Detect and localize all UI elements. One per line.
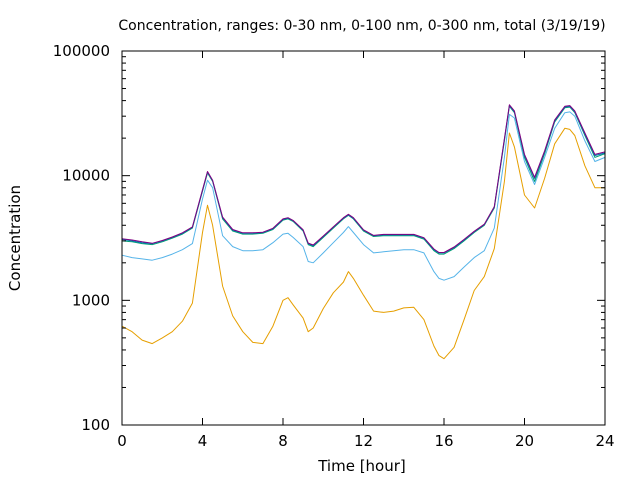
y-tick-label: 100 [81,416,110,434]
x-tick-label: 16 [434,432,453,450]
x-tick-label: 0 [117,432,127,450]
x-tick-label: 20 [515,432,534,450]
series-line-2 [121,111,606,281]
x-tick-label: 8 [278,432,288,450]
plot-frame [121,50,606,426]
y-tick-label: 10000 [62,167,110,185]
x-tick-label: 4 [198,432,208,450]
plot-lines [121,104,606,360]
axis-ticks: 0 4 8 12 16 20 24 100 1000 10000 100000 [53,42,615,450]
y-tick-label: 1000 [72,291,110,309]
series-line-1 [121,127,605,360]
y-tick-label: 100000 [53,42,110,60]
y-axis-label: Concentration [6,185,24,291]
series-line-5 [121,104,606,253]
chart-title: Concentration, ranges: 0-30 nm, 0-100 nm… [118,18,605,34]
x-axis-label: Time [hour] [317,457,406,475]
x-tick-label: 12 [354,432,373,450]
x-tick-label: 24 [595,432,614,450]
